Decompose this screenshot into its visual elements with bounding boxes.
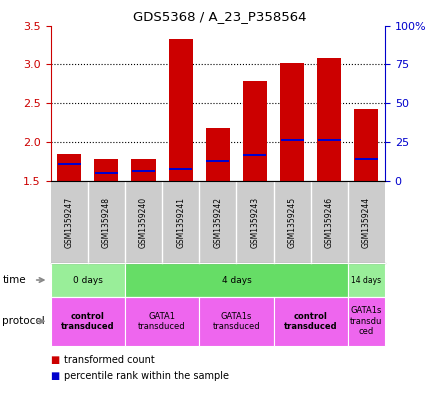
Bar	[318, 140, 341, 141]
Text: protocol: protocol	[2, 316, 45, 326]
Bar	[206, 128, 230, 181]
Text: 0 days: 0 days	[73, 275, 103, 285]
Text: transformed count: transformed count	[64, 354, 154, 365]
Text: ■: ■	[51, 371, 60, 382]
Bar	[243, 154, 267, 156]
Bar	[58, 163, 81, 165]
Bar	[280, 63, 304, 181]
Bar	[243, 81, 267, 181]
Bar	[354, 109, 378, 181]
Text: GSM1359242: GSM1359242	[213, 196, 222, 248]
Bar	[317, 58, 341, 181]
Bar	[57, 154, 81, 181]
Bar	[95, 172, 118, 174]
Text: GATA1
transduced: GATA1 transduced	[138, 312, 186, 331]
Text: 4 days: 4 days	[221, 275, 251, 285]
Text: GSM1359246: GSM1359246	[325, 196, 334, 248]
Bar	[355, 158, 378, 160]
Bar	[94, 159, 118, 181]
Text: GSM1359247: GSM1359247	[65, 196, 73, 248]
Bar	[206, 160, 229, 162]
Bar	[132, 159, 156, 181]
Text: GDS5368 / A_23_P358564: GDS5368 / A_23_P358564	[133, 10, 307, 23]
Text: control
transduced: control transduced	[284, 312, 337, 331]
Text: GATA1s
transdu
ced: GATA1s transdu ced	[350, 307, 383, 336]
Bar	[132, 171, 155, 173]
Text: GSM1359240: GSM1359240	[139, 196, 148, 248]
Bar	[169, 39, 193, 181]
Text: time: time	[2, 275, 26, 285]
Text: ■: ■	[51, 354, 60, 365]
Text: percentile rank within the sample: percentile rank within the sample	[64, 371, 229, 382]
Text: GATA1s
transduced: GATA1s transduced	[213, 312, 260, 331]
Text: 14 days: 14 days	[352, 275, 381, 285]
Text: GSM1359243: GSM1359243	[250, 196, 260, 248]
Text: GSM1359244: GSM1359244	[362, 196, 371, 248]
Text: control
transduced: control transduced	[61, 312, 114, 331]
Text: GSM1359248: GSM1359248	[102, 196, 111, 248]
Bar	[169, 168, 192, 170]
Text: GSM1359245: GSM1359245	[288, 196, 297, 248]
Text: GSM1359241: GSM1359241	[176, 196, 185, 248]
Bar	[281, 140, 304, 141]
